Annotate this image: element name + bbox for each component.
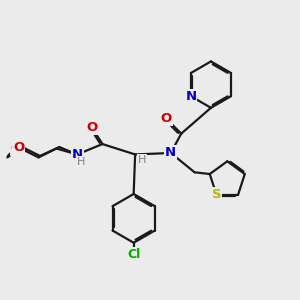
Text: S: S [212,188,221,201]
Text: O: O [11,142,22,155]
Text: Cl: Cl [127,248,140,260]
Text: O: O [161,112,172,125]
Text: N: N [165,146,176,160]
Text: O: O [86,121,98,134]
Text: N: N [72,148,83,161]
Text: N: N [185,90,197,103]
Text: O: O [13,140,24,154]
Text: H: H [76,157,85,167]
Text: H: H [137,155,146,165]
